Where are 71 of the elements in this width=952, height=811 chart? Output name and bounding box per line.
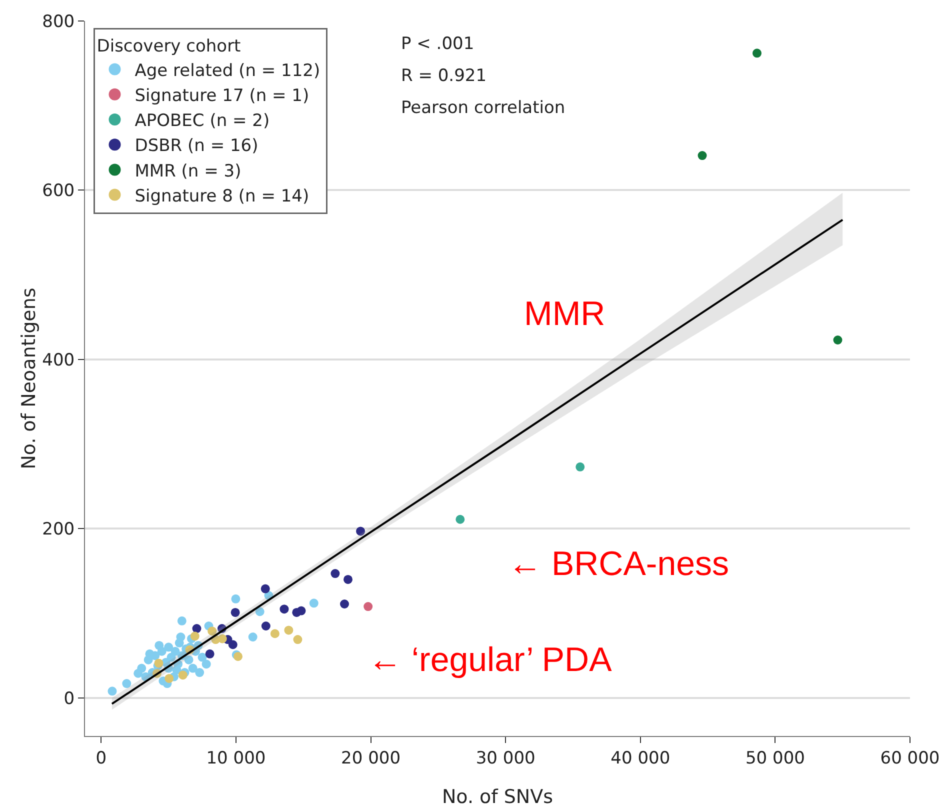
- point: [293, 635, 302, 644]
- point: [108, 686, 117, 696]
- point: [752, 48, 762, 58]
- x-tick-label: 50 000: [745, 748, 805, 768]
- point: [698, 151, 707, 160]
- point: [192, 624, 202, 634]
- point: [456, 514, 465, 524]
- y-tick-label: 800: [42, 12, 75, 32]
- legend-label: DSBR (n = 16): [134, 136, 258, 156]
- annotation: ← BRCA-ness: [508, 545, 730, 583]
- point: [176, 632, 186, 642]
- legend-label: MMR (n = 3): [134, 161, 242, 182]
- y-tick-label: 200: [42, 520, 75, 540]
- point: [195, 668, 204, 678]
- point: [154, 658, 164, 668]
- y-tick-label: 600: [42, 181, 75, 202]
- point: [177, 616, 186, 626]
- point: [280, 604, 289, 614]
- point: [137, 664, 146, 673]
- x-tick-label: 40 000: [610, 748, 670, 768]
- point: [202, 660, 211, 669]
- point: [296, 606, 306, 616]
- annotation: P < .001: [401, 34, 474, 54]
- x-tick-label: 0: [96, 748, 107, 768]
- point: [205, 649, 214, 658]
- x-tick-label: 30 000: [476, 748, 536, 768]
- y-axis-title: No. of Neoantigens: [18, 288, 40, 470]
- annotation: Pearson correlation: [401, 98, 566, 118]
- legend-title: Discovery cohort: [96, 36, 242, 57]
- point: [157, 646, 166, 656]
- y-tick-label: 400: [42, 350, 75, 370]
- point: [344, 574, 352, 584]
- annotation: MMR: [524, 295, 606, 333]
- legend-label: Age related (n = 112): [134, 60, 320, 81]
- x-tick-label: 10 000: [206, 748, 266, 768]
- x-tick-label: 20 000: [341, 748, 401, 768]
- point: [188, 664, 198, 673]
- point: [309, 598, 318, 608]
- point: [576, 462, 585, 472]
- point: [184, 655, 194, 664]
- point: [364, 602, 373, 612]
- point: [178, 670, 188, 680]
- point: [122, 679, 132, 688]
- point: [230, 608, 240, 617]
- point: [190, 632, 200, 641]
- point: [218, 634, 227, 644]
- legend-label: APOBEC (n = 2): [134, 111, 270, 132]
- point: [164, 642, 174, 652]
- legend-label: Signature 17 (n = 1): [134, 86, 310, 106]
- point: [170, 646, 180, 656]
- point: [330, 569, 340, 578]
- point: [833, 336, 842, 344]
- legend-label: Signature 8 (n = 14): [134, 186, 310, 206]
- y-tick-label: 0: [64, 688, 75, 709]
- point: [261, 622, 270, 630]
- point: [340, 600, 349, 608]
- point: [228, 640, 238, 650]
- point: [248, 632, 258, 642]
- point: [284, 626, 294, 635]
- point: [208, 626, 217, 636]
- annotation: ← ‘regular’ PDA: [368, 641, 612, 679]
- point: [356, 526, 366, 536]
- point: [198, 652, 207, 662]
- point: [255, 607, 264, 616]
- point: [231, 594, 240, 604]
- point: [260, 584, 270, 594]
- x-axis-title: No. of SNVs: [442, 786, 554, 808]
- point: [270, 629, 280, 638]
- point: [164, 674, 174, 683]
- annotation: R = 0.921: [401, 66, 487, 86]
- x-tick-label: 60 000: [880, 748, 940, 768]
